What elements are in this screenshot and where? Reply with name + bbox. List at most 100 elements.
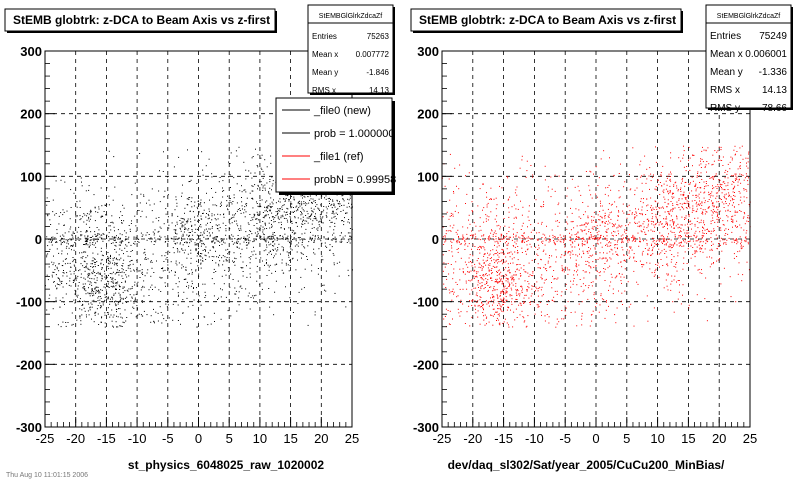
scatter-point — [501, 234, 502, 235]
scatter-point — [82, 258, 83, 259]
scatter-point — [217, 237, 218, 238]
scatter-point — [646, 240, 647, 241]
scatter-point — [265, 188, 266, 189]
scatter-point — [155, 229, 156, 230]
scatter-point — [563, 242, 564, 243]
scatter-point — [490, 277, 491, 278]
scatter-point — [583, 270, 584, 271]
scatter-point — [249, 230, 250, 231]
scatter-point — [621, 280, 622, 281]
scatter-point — [499, 296, 500, 297]
scatter-point — [642, 214, 643, 215]
scatter-point — [269, 223, 270, 224]
scatter-point — [543, 204, 544, 205]
scatter-point — [298, 207, 299, 208]
scatter-point — [183, 218, 184, 219]
scatter-point — [700, 192, 701, 193]
scatter-point — [285, 239, 286, 240]
scatter-point — [183, 312, 184, 313]
scatter-point — [290, 248, 291, 249]
scatter-point — [483, 279, 484, 280]
scatter-point — [653, 222, 654, 223]
scatter-point — [98, 314, 99, 315]
scatter-point — [634, 237, 635, 238]
scatter-point — [597, 271, 598, 272]
scatter-point — [99, 273, 100, 274]
scatter-point — [122, 205, 123, 206]
scatter-point — [492, 290, 493, 291]
scatter-point — [134, 303, 135, 304]
scatter-point — [149, 289, 150, 290]
scatter-point — [176, 233, 177, 234]
scatter-point — [221, 205, 222, 206]
scatter-point — [593, 229, 594, 230]
scatter-point — [76, 295, 77, 296]
scatter-point — [54, 272, 55, 273]
scatter-point — [714, 177, 715, 178]
scatter-point — [214, 214, 215, 215]
scatter-point — [680, 245, 681, 246]
scatter-point — [61, 281, 62, 282]
scatter-point — [178, 292, 179, 293]
scatter-point — [511, 301, 512, 302]
scatter-point — [161, 323, 162, 324]
scatter-point — [87, 268, 88, 269]
scatter-point — [71, 249, 72, 250]
scatter-point — [258, 206, 259, 207]
scatter-point — [135, 298, 136, 299]
scatter-point — [290, 218, 291, 219]
scatter-point — [254, 184, 255, 185]
scatter-point — [607, 232, 608, 233]
scatter-point — [483, 222, 484, 223]
scatter-point — [555, 291, 556, 292]
scatter-point — [202, 170, 203, 171]
scatter-point — [92, 253, 93, 254]
scatter-point — [308, 218, 309, 219]
scatter-point — [90, 242, 91, 243]
scatter-point — [136, 260, 137, 261]
scatter-point — [589, 171, 590, 172]
scatter-point — [704, 182, 705, 183]
scatter-point — [197, 207, 198, 208]
scatter-point — [477, 295, 478, 296]
scatter-point — [491, 260, 492, 261]
scatter-point — [628, 224, 629, 225]
scatter-point — [588, 231, 589, 232]
scatter-point — [92, 307, 93, 308]
scatter-point — [238, 238, 239, 239]
scatter-point — [191, 258, 192, 259]
scatter-point — [287, 222, 288, 223]
scatter-point — [648, 230, 649, 231]
scatter-point — [748, 177, 749, 178]
scatter-point — [518, 290, 519, 291]
scatter-point — [626, 230, 627, 231]
scatter-point — [710, 250, 711, 251]
scatter-point — [480, 296, 481, 297]
scatter-point — [169, 317, 170, 318]
scatter-point — [724, 183, 725, 184]
scatter-point — [223, 261, 224, 262]
scatter-point — [184, 219, 185, 220]
scatter-point — [515, 275, 516, 276]
scatter-point — [697, 221, 698, 222]
scatter-point — [232, 261, 233, 262]
scatter-point — [305, 220, 306, 221]
scatter-point — [492, 272, 493, 273]
scatter-point — [245, 288, 246, 289]
scatter-point — [491, 300, 492, 301]
scatter-point — [509, 286, 510, 287]
scatter-point — [694, 250, 695, 251]
scatter-point — [153, 232, 154, 233]
scatter-point — [312, 203, 313, 204]
scatter-point — [514, 319, 515, 320]
scatter-point — [499, 313, 500, 314]
scatter-point — [450, 225, 451, 226]
x-tick-label: 20 — [314, 431, 328, 446]
scatter-point — [727, 234, 728, 235]
scatter-point — [121, 242, 122, 243]
scatter-point — [325, 246, 326, 247]
scatter-point — [728, 216, 729, 217]
scatter-point — [240, 226, 241, 227]
scatter-point — [230, 219, 231, 220]
scatter-point — [540, 268, 541, 269]
